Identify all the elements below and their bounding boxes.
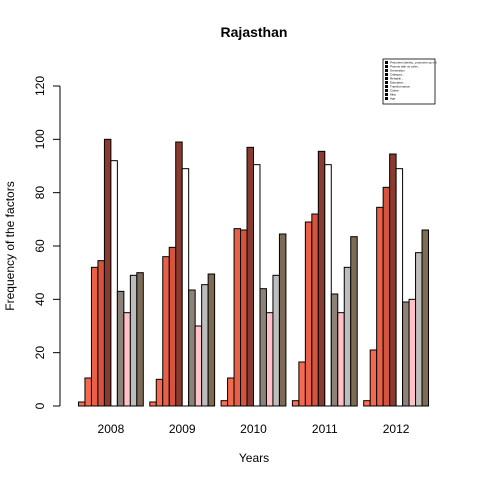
bar <box>343 266 352 407</box>
bar <box>421 229 430 407</box>
bar <box>136 272 144 407</box>
bar <box>330 293 339 407</box>
x-tick-label: 2011 <box>312 422 338 436</box>
legend-swatch <box>385 77 388 80</box>
bar <box>253 164 261 407</box>
bar <box>298 361 306 407</box>
bar <box>240 229 248 407</box>
legend-swatch <box>385 89 388 92</box>
legend-entry: Category... <box>390 73 405 77</box>
bar <box>149 401 157 407</box>
legend-entry: Misc <box>390 93 397 97</box>
bar <box>181 168 190 407</box>
chart-title: Rajasthan <box>221 24 288 40</box>
legend-swatch <box>385 93 388 96</box>
legend-swatch <box>385 73 388 76</box>
x-tick-label: 2009 <box>169 422 196 436</box>
bar <box>376 206 384 407</box>
bar <box>363 400 371 407</box>
bar <box>304 221 313 407</box>
bar <box>291 400 300 407</box>
x-tick-label: 2008 <box>98 422 125 436</box>
y-tick-label: 80 <box>33 186 47 200</box>
bar <box>408 298 417 407</box>
legend-box <box>382 58 436 105</box>
bar <box>402 301 410 407</box>
bar <box>103 138 112 407</box>
bar <box>220 400 229 407</box>
legend-swatch <box>385 65 388 68</box>
bar <box>175 141 183 407</box>
legend-entry: Rehabili... <box>390 77 404 81</box>
bar <box>155 378 164 407</box>
x-tick-label: 2010 <box>240 422 267 436</box>
bar <box>259 288 267 407</box>
x-tick-label: 2012 <box>383 422 410 436</box>
y-axis: 0 20 40 60 80 100 120 <box>33 76 61 409</box>
legend-entry: Prisons with no toilet... <box>390 65 420 69</box>
bar <box>97 260 105 407</box>
x-tick-labels: 2008 2009 2010 2011 2012 <box>98 422 410 436</box>
bar <box>382 186 391 407</box>
bar <box>129 274 138 407</box>
bar <box>77 401 86 407</box>
bar <box>278 233 287 407</box>
legend-swatch <box>385 61 388 64</box>
bar <box>311 213 319 407</box>
bar <box>168 246 177 407</box>
legend-swatch <box>385 97 388 100</box>
y-axis-label: Frequency of the factors <box>3 181 17 310</box>
bar <box>350 236 358 407</box>
bar <box>188 289 196 407</box>
bar <box>162 256 170 407</box>
bar <box>227 377 235 407</box>
bar <box>110 160 118 407</box>
legend-swatch <box>385 69 388 72</box>
legend-entry: Transformation <box>390 85 410 89</box>
legend: Prisoners identity...prisoners op mitPri… <box>382 58 437 105</box>
legend-entry: Generation <box>390 69 405 73</box>
bar <box>415 252 423 407</box>
bar <box>265 312 274 407</box>
bar <box>84 377 92 407</box>
bar <box>233 228 242 407</box>
legend-entry: Clothe <box>390 89 399 93</box>
y-tick-label: 60 <box>33 239 47 253</box>
legend-entry: Education... <box>390 81 406 85</box>
bar <box>194 325 203 407</box>
bar <box>389 153 397 407</box>
bar <box>317 150 326 407</box>
legend-swatch <box>385 81 388 84</box>
bar <box>90 266 99 407</box>
bar <box>395 168 404 407</box>
bar <box>116 290 125 407</box>
bar <box>337 312 345 407</box>
y-tick-label: 20 <box>33 346 47 360</box>
bar <box>324 164 332 407</box>
legend-swatch <box>385 85 388 88</box>
y-tick-label: 120 <box>33 76 47 96</box>
y-tick-label: 0 <box>33 402 47 409</box>
bar <box>207 273 216 407</box>
x-axis-label: Years <box>239 451 269 465</box>
bar <box>201 284 209 407</box>
bar <box>272 274 280 407</box>
legend-entry: Age <box>390 97 396 101</box>
bar <box>369 349 378 407</box>
bar <box>246 146 255 407</box>
bar <box>123 312 131 407</box>
y-tick-label: 100 <box>33 129 47 149</box>
bars <box>77 138 430 407</box>
legend-entry: Prisoners identity...prisoners op mit <box>390 61 437 65</box>
y-tick-label: 40 <box>33 292 47 306</box>
